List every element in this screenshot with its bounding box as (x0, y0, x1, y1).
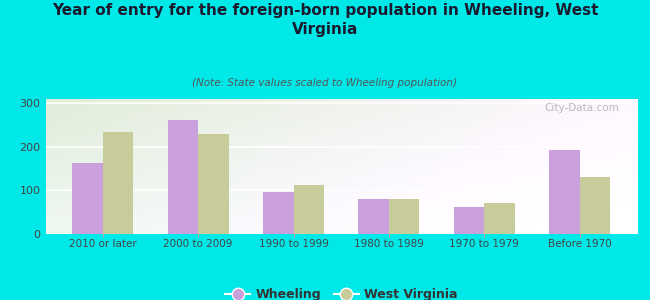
Bar (484, 202, 515, 234)
Text: (Note: State values scaled to Wheeling population): (Note: State values scaled to Wheeling p… (192, 78, 458, 88)
Legend: Wheeling, West Virginia: Wheeling, West Virginia (220, 283, 462, 300)
Bar (294, 185, 324, 234)
Bar (168, 120, 198, 234)
Bar (454, 207, 484, 234)
Text: Year of entry for the foreign-born population in Wheeling, West
Virginia: Year of entry for the foreign-born popul… (52, 3, 598, 37)
Bar (72, 164, 103, 234)
Bar (198, 134, 229, 234)
Bar (263, 192, 294, 234)
Bar (580, 176, 610, 234)
Bar (389, 199, 419, 234)
Bar (549, 150, 580, 234)
Text: City-Data.com: City-Data.com (545, 103, 619, 113)
Bar (358, 199, 389, 234)
Bar (103, 132, 133, 234)
